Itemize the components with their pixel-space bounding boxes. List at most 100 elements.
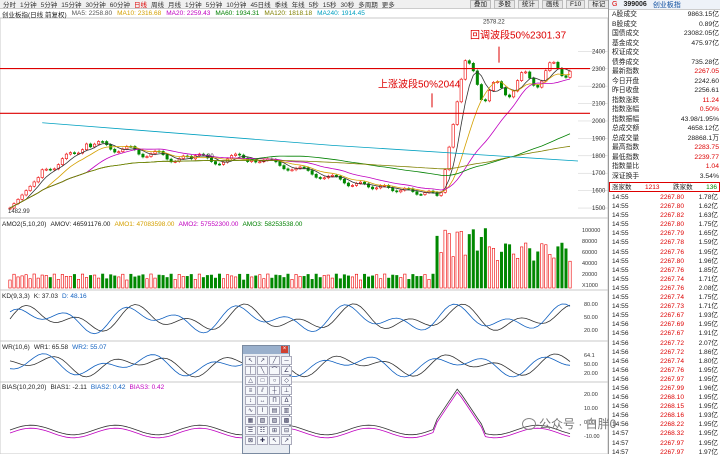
drawing-toolbox[interactable]: × ↖ ↗ ╱ ─ │ ╲ ⌒ ∠ △ □ ○ ◇ ≡ ⫽ ┼ ⊥ ↕ ↔ Π Δ ∿ ⌇ ▤ ▥ ▦ ▧ ▨ ▩ ☰ ☷ ⊞ ⊟ ⊠ ✚ ↖ ↗: [242, 345, 292, 454]
tool-button-5[interactable]: 标记: [588, 0, 610, 9]
tool-button-2[interactable]: 统计: [518, 0, 539, 9]
tab-11[interactable]: 10分钟: [226, 2, 247, 9]
candle-body: [552, 61, 556, 64]
tab-18[interactable]: 多周期: [358, 2, 378, 9]
tick-list[interactable]: 14:55 2267.80 1.78亿 14:55 2267.80 1.62亿 14:55 2…: [609, 193, 720, 457]
tick-price: 2267.74: [660, 294, 684, 302]
ma60-label: MA60: 1934.31: [215, 10, 260, 17]
tab-6[interactable]: 日线: [133, 2, 147, 9]
tick-row: 14:56 2267.97 1.95亿: [609, 375, 720, 384]
candle-body: [60, 158, 64, 165]
close-icon[interactable]: ×: [281, 346, 288, 353]
draw-tool-icon[interactable]: Δ: [281, 396, 292, 405]
draw-tool-icon[interactable]: ◇: [281, 376, 292, 385]
draw-tool-icon[interactable]: ↔: [257, 396, 268, 405]
tool-button-3[interactable]: 画线: [542, 0, 563, 9]
draw-tool-icon[interactable]: ☷: [257, 426, 268, 435]
volume-bar: [354, 273, 358, 289]
ma-line: [9, 145, 571, 209]
draw-tool-icon[interactable]: ☰: [245, 426, 256, 435]
volume-bar: [201, 277, 205, 289]
tick-amount: 1.62亿: [698, 203, 718, 211]
draw-tool-icon[interactable]: □: [257, 376, 268, 385]
stat-row: 国债成交 23082.05亿: [609, 29, 720, 39]
tab-13[interactable]: 季线: [274, 2, 288, 9]
volume-bar: [532, 260, 536, 289]
draw-tool-icon[interactable]: ✚: [257, 436, 268, 445]
tab-14[interactable]: 年线: [291, 2, 305, 9]
draw-tool-icon[interactable]: ↗: [281, 436, 292, 445]
draw-tool-icon[interactable]: │: [245, 366, 256, 375]
tab-15[interactable]: 5秒: [308, 2, 319, 9]
tick-amount: 1.75亿: [698, 294, 718, 302]
candle-body: [64, 153, 68, 159]
draw-tool-icon[interactable]: ▤: [269, 406, 280, 415]
volume-bar: [262, 278, 266, 289]
tab-3[interactable]: 15分钟: [61, 2, 82, 9]
draw-tool-icon[interactable]: ○: [269, 376, 280, 385]
g-icon[interactable]: G: [612, 1, 618, 8]
draw-tool-icon[interactable]: Π: [269, 396, 280, 405]
volume-bar: [93, 274, 97, 289]
draw-tool-icon[interactable]: ⊟: [281, 426, 292, 435]
candle-body: [520, 72, 524, 81]
stat-row: 最高指数 2283.75: [609, 143, 720, 153]
volume-bar: [350, 276, 354, 289]
tab-19[interactable]: 更多: [381, 2, 395, 9]
tab-17[interactable]: 30秒: [340, 2, 355, 9]
tick-time: 14:56: [612, 375, 629, 383]
tick-row: 14:55 2267.80 1.75亿: [609, 220, 720, 229]
draw-tool-icon[interactable]: ⫽: [257, 386, 268, 395]
tool-button-1[interactable]: 多股: [494, 0, 515, 9]
draw-tool-icon[interactable]: ▨: [269, 416, 280, 425]
draw-tool-icon[interactable]: ⌇: [257, 406, 268, 415]
tool-button-0[interactable]: 叠加: [470, 0, 491, 9]
tab-16[interactable]: 15秒: [322, 2, 337, 9]
toolbox-titlebar[interactable]: ×: [243, 346, 289, 354]
draw-tool-icon[interactable]: ▧: [257, 416, 268, 425]
draw-tool-icon[interactable]: ↕: [245, 396, 256, 405]
tool-button-4[interactable]: F10: [566, 0, 586, 9]
draw-tool-icon[interactable]: ╱: [269, 356, 280, 365]
tab-1[interactable]: 1分钟: [20, 2, 37, 9]
candle-body: [479, 84, 483, 100]
draw-tool-icon[interactable]: ↖: [269, 436, 280, 445]
draw-tool-icon[interactable]: ▩: [281, 416, 292, 425]
tab-7[interactable]: 周线: [150, 2, 164, 9]
draw-tool-icon[interactable]: ▦: [245, 416, 256, 425]
draw-tool-icon[interactable]: ↗: [257, 356, 268, 365]
draw-tool-icon[interactable]: ┼: [269, 386, 280, 395]
volume-bar: [391, 274, 395, 289]
volume-bar: [161, 275, 165, 289]
tab-2[interactable]: 5分钟: [40, 2, 58, 9]
tab-10[interactable]: 5分钟: [205, 2, 223, 9]
kline-chart-area[interactable]: 2400 2300 2200 2100 2000 1900 1800 1700 1600 1500…: [0, 0, 608, 454]
tab-4[interactable]: 30分钟: [85, 2, 106, 9]
price-axis-label: 1900: [592, 136, 606, 142]
draw-tool-icon[interactable]: ↖: [245, 356, 256, 365]
draw-tool-icon[interactable]: ╲: [257, 366, 268, 375]
tab-8[interactable]: 月线: [167, 2, 181, 9]
index-name: 创业板指(日线 前复权): [2, 11, 67, 19]
draw-tool-icon[interactable]: ⊞: [269, 426, 280, 435]
candle-body: [451, 124, 455, 148]
draw-tool-icon[interactable]: ∿: [245, 406, 256, 415]
candle-body: [217, 163, 221, 166]
volume-bar: [282, 277, 286, 289]
draw-tool-icon[interactable]: ∠: [281, 366, 292, 375]
draw-tool-icon[interactable]: △: [245, 376, 256, 385]
draw-tool-icon[interactable]: ─: [281, 356, 292, 365]
draw-tool-icon[interactable]: ⌒: [269, 366, 280, 375]
toolbox-tools[interactable]: ↖ ↗ ╱ ─ │ ╲ ⌒ ∠ △ □ ○ ◇ ≡ ⫽ ┼ ⊥ ↕ ↔ Π Δ ∿ ⌇ ▤ ▥ ▦ ▧ ▨ ▩ ☰ ☷ ⊞ ⊟ ⊠ ✚ ↖ ↗: [243, 354, 292, 447]
volume-bar: [504, 243, 508, 289]
tab-12[interactable]: 45日线: [250, 2, 271, 9]
draw-tool-icon[interactable]: ⊠: [245, 436, 256, 445]
bias-axis-label: 20.00: [584, 392, 598, 398]
draw-tool-icon[interactable]: ▥: [281, 406, 292, 415]
tab-5[interactable]: 60分钟: [109, 2, 130, 9]
tick-time: 14:55: [612, 312, 629, 320]
tab-9[interactable]: 1分钟: [184, 2, 202, 9]
tab-0[interactable]: 分时: [3, 2, 16, 9]
draw-tool-icon[interactable]: ⊥: [281, 386, 292, 395]
draw-tool-icon[interactable]: ≡: [245, 386, 256, 395]
